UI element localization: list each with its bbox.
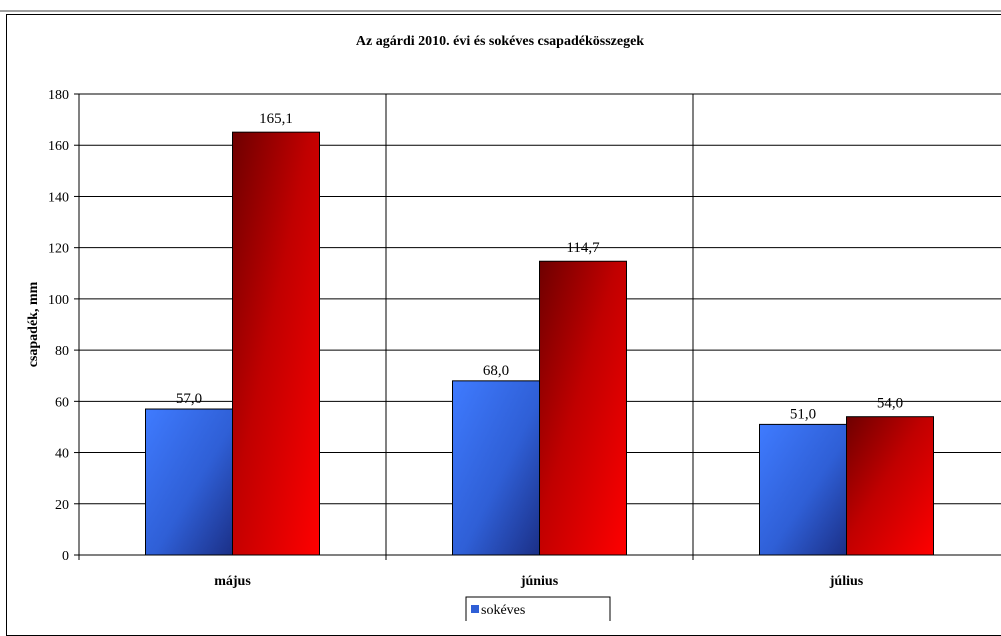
bar-blue-0 [145, 408, 233, 556]
y-tick-label: 100 [48, 293, 69, 308]
bar-red-1 [539, 260, 627, 556]
data-label: 114,7 [566, 240, 600, 256]
y-tick-label: 140 [48, 190, 69, 205]
data-label: 51,0 [790, 406, 816, 422]
y-tick-label: 160 [48, 139, 69, 154]
labels-layer: 0 20 40 60 80 100 120 140 160 180 57,0 165,1 május 68… [48, 88, 903, 589]
data-label: 57,0 [176, 391, 202, 407]
legend-swatch-sokeves [471, 605, 479, 613]
y-tick-label: 80 [55, 344, 69, 359]
bar-red-0 [232, 131, 320, 556]
axes-layer [74, 93, 1001, 560]
data-label: 54,0 [877, 396, 903, 412]
y-tick-label: 180 [48, 88, 69, 103]
x-category-label: június [520, 574, 559, 589]
data-label: 68,0 [483, 363, 509, 379]
legend: sokéves [465, 596, 611, 621]
x-category-label: július [829, 574, 864, 589]
chart-title: Az agárdi 2010. évi és sokéves csapadékö… [356, 34, 644, 49]
top-border [0, 0, 1001, 12]
bar-red-2 [846, 416, 934, 556]
data-label: 165,1 [259, 111, 293, 127]
x-category-label: május [214, 574, 251, 589]
legend-label-sokeves: sokéves [481, 603, 525, 618]
y-tick-label: 40 [55, 447, 69, 462]
y-tick-label: 0 [62, 549, 69, 564]
legend-box [465, 596, 611, 621]
bar-blue-1 [452, 380, 540, 556]
y-tick-label: 20 [55, 498, 69, 513]
y-tick-label: 60 [55, 395, 69, 410]
bars-layer [145, 131, 934, 556]
bar-blue-2 [759, 423, 847, 556]
chart-svg: Az agárdi 2010. évi és sokéves csapadékö… [26, 34, 1001, 621]
y-axis-label: csapadék, mm [26, 281, 41, 367]
y-tick-label: 120 [48, 242, 69, 257]
